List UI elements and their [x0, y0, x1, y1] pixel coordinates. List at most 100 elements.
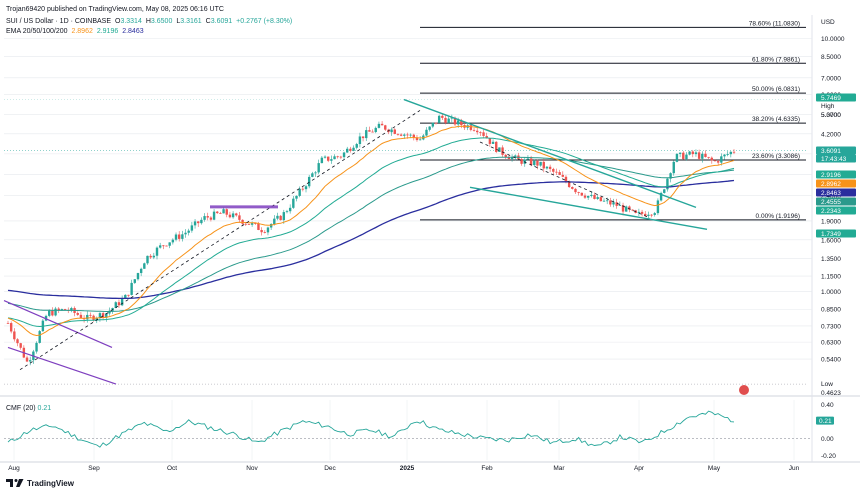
channel-upper-line — [3, 300, 113, 349]
candle-body — [691, 151, 694, 155]
candle-body — [48, 310, 51, 316]
candle-body — [79, 314, 83, 319]
candle-body — [301, 188, 305, 190]
candle-body — [697, 152, 701, 159]
price-badge — [816, 197, 856, 206]
cmf-tick-label: 0.40 — [821, 402, 834, 409]
candle-body — [625, 206, 628, 212]
candle-body — [304, 186, 308, 190]
candle-body — [165, 245, 168, 247]
symbol-legend: SUI / US Dollar · 1D · COINBASE O3.3314 H… — [6, 17, 298, 26]
candle-body — [644, 213, 647, 216]
candle-body — [336, 156, 339, 158]
candle-body — [225, 209, 228, 215]
candle-body — [130, 282, 133, 295]
candle-body — [685, 154, 688, 160]
candle-body — [339, 156, 343, 158]
candle-body — [688, 151, 691, 155]
price-badge-label: 1.7349 — [821, 231, 841, 238]
candle-body — [380, 123, 384, 126]
candle-body — [330, 159, 333, 161]
price-tick-label: 0.7300 — [821, 323, 841, 330]
candle-body — [431, 122, 435, 127]
cmf-value: 0.21 — [37, 405, 52, 412]
candle-body — [16, 339, 19, 344]
cmf-badge-label: 0.21 — [819, 418, 832, 425]
price-badge — [816, 146, 856, 155]
candle-body — [716, 161, 720, 163]
price-tick-label: 0.8500 — [821, 307, 841, 314]
price-tick-label: 0.5400 — [821, 357, 841, 364]
ohlc-value: 3.6091 — [210, 18, 233, 25]
cmf-badge — [816, 416, 834, 425]
candle-body — [571, 186, 574, 189]
price-badge-label: 2.8962 — [821, 181, 841, 188]
candle-body — [314, 172, 317, 174]
candle-body — [133, 279, 137, 283]
ohlc-label: L — [176, 18, 181, 25]
price-badge-label: 2.8463 — [821, 190, 841, 197]
wedge-lower-line — [469, 186, 708, 231]
candle-body — [374, 127, 377, 133]
candle-body — [352, 147, 355, 151]
candle-body — [76, 312, 79, 315]
brand-logo[interactable]: TradingView — [6, 478, 74, 488]
candle-body — [533, 160, 536, 166]
price-badge-label: Low — [821, 381, 833, 388]
candle-body — [285, 211, 289, 213]
candle-body — [209, 217, 213, 220]
candle-body — [650, 214, 653, 216]
candle-body — [181, 234, 184, 239]
candle-body — [456, 120, 460, 125]
time-tick-label: Mar — [553, 465, 565, 472]
price-badge-label: 3.6091 — [821, 148, 841, 155]
time-tick-label: Feb — [481, 465, 493, 472]
price-tick-label: 1.0000 — [821, 289, 841, 296]
decline-dashed-line — [479, 141, 651, 219]
price-badge — [816, 154, 856, 163]
candle-body — [247, 223, 251, 225]
candle-body — [428, 126, 431, 130]
candle-body — [444, 117, 447, 123]
candle-body — [231, 213, 235, 218]
price-badge — [816, 188, 856, 197]
candle-body — [38, 331, 41, 343]
ohlc-value: 3.6500 — [150, 18, 173, 25]
fib-label: 0.00% (1.9196) — [756, 213, 800, 220]
candle-body — [197, 221, 200, 224]
candle-body — [567, 181, 571, 187]
candle-body — [384, 125, 387, 130]
price-badge-label: 2.9196 — [821, 172, 841, 179]
candle-body — [488, 138, 492, 144]
ema-200-line — [7, 179, 735, 300]
candle-body — [342, 152, 346, 158]
candle-body — [602, 200, 606, 202]
cmf-tick-label: -0.20 — [821, 453, 836, 460]
candle-body — [298, 188, 301, 196]
price-tick-label: 1.9000 — [821, 218, 841, 225]
candle-body — [548, 166, 552, 169]
candle-body — [628, 206, 631, 210]
candle-body — [529, 158, 533, 166]
candle-body — [266, 227, 270, 233]
candle-body — [390, 129, 393, 133]
candle-body — [720, 156, 723, 163]
cmf-tick-label: 0.00 — [821, 436, 834, 443]
ema-value-1: 2.8962 — [71, 28, 93, 35]
price-badge — [816, 206, 856, 215]
candle-body — [89, 314, 92, 316]
candle-body — [558, 172, 561, 175]
candle-body — [222, 209, 225, 214]
ohlc-value: 3.3314 — [120, 18, 142, 25]
candle-body — [219, 213, 222, 214]
candle-body — [536, 160, 539, 166]
candle-body — [631, 209, 634, 211]
candle-body — [162, 245, 165, 247]
candle-body — [51, 310, 54, 316]
fib-label-786: 78.60% (11.0830) — [749, 20, 800, 27]
ohlc-item: O3.3314 — [115, 17, 144, 26]
price-tick-label: 0.6300 — [821, 340, 841, 347]
fib-label: 61.80% (7.9861) — [752, 56, 800, 63]
candle-body — [729, 151, 733, 155]
